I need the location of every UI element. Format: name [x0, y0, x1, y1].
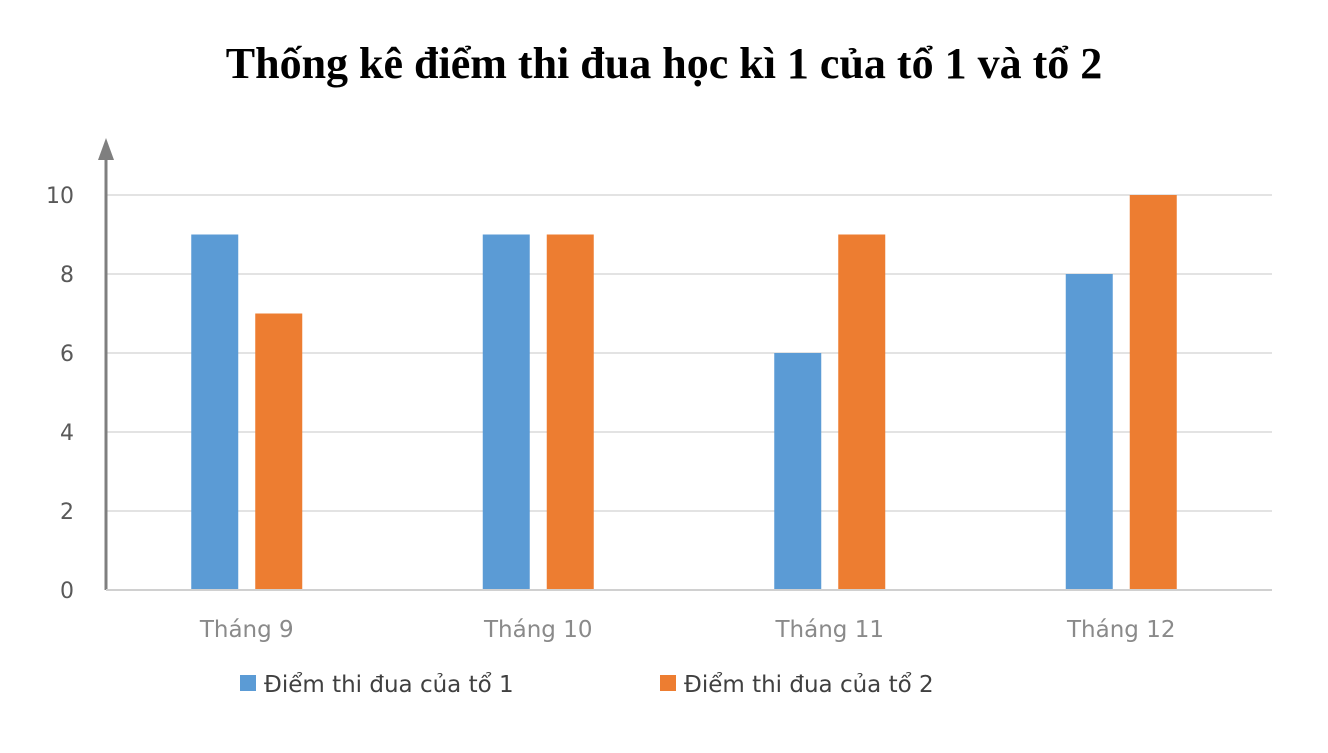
x-category-label: Tháng 12 — [1066, 617, 1175, 643]
bar-series-2-0 — [255, 313, 303, 590]
x-category-label: Tháng 11 — [775, 617, 884, 643]
bar-series-2-1 — [546, 234, 594, 590]
y-axis-arrow-icon — [98, 138, 114, 160]
y-tick-label: 10 — [46, 184, 74, 209]
bar-series-2-2 — [838, 234, 886, 590]
y-tick-label: 4 — [60, 421, 74, 446]
legend-label-2: Điểm thi đua của tổ 2 — [684, 672, 934, 698]
bars — [191, 195, 1177, 590]
y-tick-label: 6 — [60, 342, 74, 367]
y-tick-label: 8 — [60, 263, 74, 288]
legend-label-1: Điểm thi đua của tổ 1 — [264, 672, 514, 698]
chart-title: Thống kê điểm thi đua học kì 1 của tổ 1 … — [225, 39, 1103, 88]
y-tick-label: 0 — [60, 579, 74, 604]
legend-swatch-1 — [240, 675, 256, 691]
legend-swatch-2 — [660, 675, 676, 691]
x-category-label: Tháng 10 — [483, 617, 592, 643]
y-tick-label: 2 — [60, 500, 74, 525]
bar-series-1-3 — [1065, 274, 1113, 590]
category-labels: Tháng 9 Tháng 10 Tháng 11 Tháng 12 — [199, 617, 1176, 643]
bar-series-1-2 — [774, 353, 822, 590]
axes — [98, 138, 1272, 591]
legend: Điểm thi đua của tổ 1 Điểm thi đua của tổ… — [240, 672, 934, 698]
x-category-label: Tháng 9 — [199, 617, 294, 643]
y-tick-labels: 0 2 4 6 8 10 — [46, 184, 74, 604]
bar-series-2-3 — [1129, 195, 1177, 590]
bar-series-1-0 — [191, 234, 239, 590]
bar-series-1-1 — [482, 234, 530, 590]
